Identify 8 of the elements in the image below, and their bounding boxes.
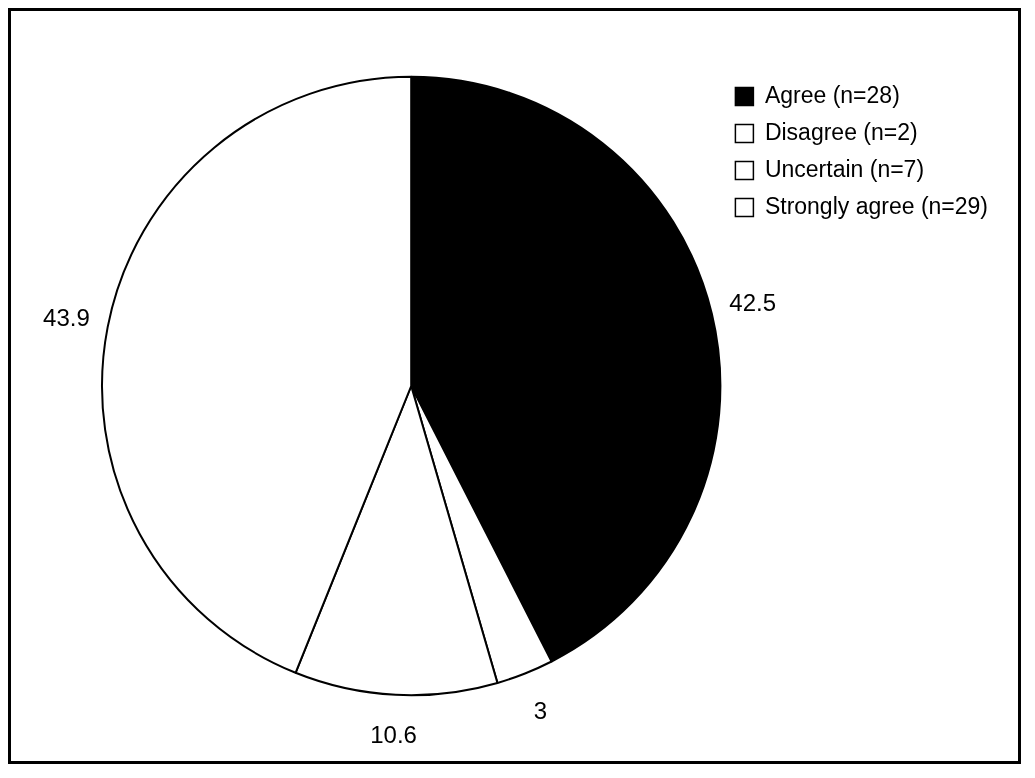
legend-label: Uncertain (n=7) (764, 155, 925, 182)
data-label: 3 (533, 697, 548, 725)
data-label: 43.9 (43, 303, 90, 331)
legend-label: Strongly agree (n=29) (764, 192, 988, 219)
legend-label: Disagree (n=2) (764, 118, 918, 145)
legend-label: Agree (n=28) (764, 81, 900, 108)
data-label: 10.6 (370, 721, 417, 749)
data-label: 42.5 (729, 288, 777, 316)
